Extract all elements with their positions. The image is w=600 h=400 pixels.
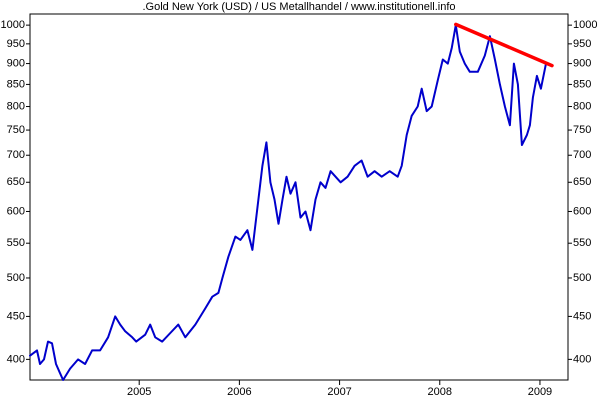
y2-tick-label: 900 — [573, 57, 591, 69]
y-tick-label: 450 — [7, 310, 25, 322]
y-tick-label: 500 — [7, 272, 25, 284]
y-tick-label: 700 — [7, 149, 25, 161]
y2-tick-label: 750 — [573, 124, 591, 136]
y2-tick-label: 850 — [573, 78, 591, 90]
plot-frame — [29, 13, 569, 381]
y-tick-label: 650 — [7, 176, 25, 188]
x-tick-label: 2007 — [327, 386, 351, 398]
y-tick-label: 750 — [7, 124, 25, 136]
y-tick-label: 800 — [7, 100, 25, 112]
y-tick-label: 400 — [7, 353, 25, 365]
x-tick-label: 2008 — [428, 386, 452, 398]
y-tick-label: 1000 — [1, 19, 25, 31]
y2-tick-label: 500 — [573, 272, 591, 284]
y2-tick-label: 950 — [573, 38, 591, 50]
y2-tick-label: 800 — [573, 100, 591, 112]
y-tick-label: 900 — [7, 57, 25, 69]
y2-tick-label: 550 — [573, 237, 591, 249]
chart-title: .Gold New York (USD) / US Metallhandel /… — [142, 1, 455, 13]
price-line — [454, 22, 554, 68]
y2-tick-label: 650 — [573, 176, 591, 188]
y2-tick-label: 600 — [573, 205, 591, 217]
x-tick-label: 2006 — [227, 386, 251, 398]
y-tick-label: 600 — [7, 205, 25, 217]
x-tick-label: 2009 — [528, 386, 552, 398]
y2-tick-label: 1000 — [573, 19, 597, 31]
y2-tick-label: 400 — [573, 353, 591, 365]
price-line — [29, 24, 547, 381]
y-tick-label: 550 — [7, 237, 25, 249]
y2-tick-label: 700 — [573, 149, 591, 161]
y-tick-label: 850 — [7, 78, 25, 90]
x-tick-label: 2005 — [127, 386, 151, 398]
y2-tick-label: 450 — [573, 310, 591, 322]
y-tick-label: 950 — [7, 38, 25, 50]
